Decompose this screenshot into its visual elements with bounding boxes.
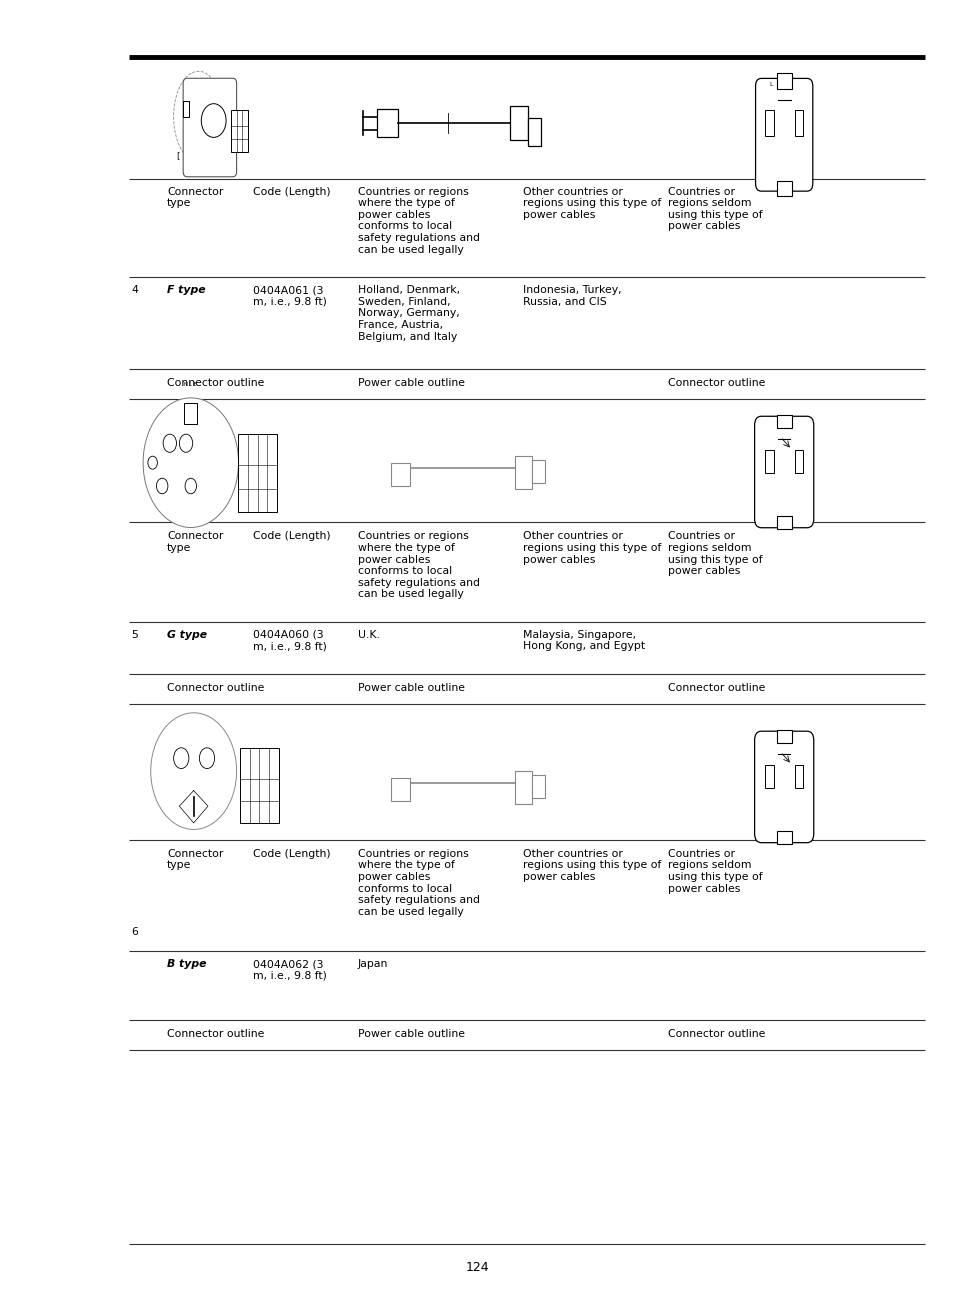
Circle shape xyxy=(148,456,157,469)
Text: Countries or regions
where the type of
power cables
conforms to local
safety reg: Countries or regions where the type of p… xyxy=(357,849,479,916)
Bar xyxy=(515,771,532,804)
Text: Other countries or
regions using this type of
power cables: Other countries or regions using this ty… xyxy=(522,187,660,220)
Text: G type: G type xyxy=(167,630,207,640)
Text: 124: 124 xyxy=(465,1261,488,1274)
Text: Other countries or
regions using this type of
power cables: Other countries or regions using this ty… xyxy=(522,849,660,883)
Text: Countries or regions
where the type of
power cables
conforms to local
safety reg: Countries or regions where the type of p… xyxy=(357,531,479,599)
Text: Connector
type: Connector type xyxy=(167,187,223,209)
Bar xyxy=(764,450,773,473)
Text: Power cable outline: Power cable outline xyxy=(357,1029,464,1039)
Bar xyxy=(794,765,802,788)
Bar xyxy=(776,516,791,529)
Bar xyxy=(527,118,540,146)
Text: Malaysia, Singapore,
Hong Kong, and Egypt: Malaysia, Singapore, Hong Kong, and Egyp… xyxy=(522,630,644,652)
Text: N L E: N L E xyxy=(184,382,197,388)
Bar xyxy=(532,460,544,483)
FancyBboxPatch shape xyxy=(755,78,812,191)
Circle shape xyxy=(163,434,176,452)
FancyBboxPatch shape xyxy=(754,731,813,842)
Text: 0404A060 (3
m, i.e., 9.8 ft): 0404A060 (3 m, i.e., 9.8 ft) xyxy=(253,630,326,652)
Text: L: L xyxy=(768,82,772,87)
Text: Connector outline: Connector outline xyxy=(167,378,264,389)
Text: Power cable outline: Power cable outline xyxy=(357,683,464,693)
Bar xyxy=(776,415,791,428)
FancyBboxPatch shape xyxy=(183,78,236,176)
Text: U.K.: U.K. xyxy=(357,630,379,640)
Bar xyxy=(776,730,791,743)
Bar xyxy=(376,109,397,137)
Circle shape xyxy=(199,748,214,769)
Circle shape xyxy=(156,478,168,494)
Text: 5: 5 xyxy=(132,630,138,640)
Text: 6: 6 xyxy=(132,927,138,937)
Text: Countries or regions
where the type of
power cables
conforms to local
safety reg: Countries or regions where the type of p… xyxy=(357,187,479,254)
Circle shape xyxy=(185,478,196,494)
Text: B type: B type xyxy=(167,959,206,969)
Bar xyxy=(764,110,773,136)
Circle shape xyxy=(201,104,226,137)
Bar xyxy=(794,450,802,473)
Text: Connector outline: Connector outline xyxy=(167,1029,264,1039)
FancyBboxPatch shape xyxy=(754,416,813,527)
Circle shape xyxy=(151,713,236,829)
Bar xyxy=(510,106,527,140)
Bar xyxy=(794,110,802,136)
Text: Code (Length): Code (Length) xyxy=(253,531,330,542)
Bar xyxy=(391,778,410,801)
Text: Code (Length): Code (Length) xyxy=(253,849,330,859)
Text: Code (Length): Code (Length) xyxy=(253,187,330,197)
Bar xyxy=(183,101,189,117)
Bar xyxy=(515,456,532,489)
Text: Countries or
regions seldom
using this type of
power cables: Countries or regions seldom using this t… xyxy=(667,531,761,577)
Text: Connector outline: Connector outline xyxy=(667,1029,764,1039)
Bar xyxy=(776,831,791,844)
Bar xyxy=(231,110,248,152)
Text: 0404A061 (3
m, i.e., 9.8 ft): 0404A061 (3 m, i.e., 9.8 ft) xyxy=(253,285,326,307)
Text: Other countries or
regions using this type of
power cables: Other countries or regions using this ty… xyxy=(522,531,660,565)
Text: Holland, Denmark,
Sweden, Finland,
Norway, Germany,
France, Austria,
Belgium, an: Holland, Denmark, Sweden, Finland, Norwa… xyxy=(357,285,459,342)
Text: 0404A062 (3
m, i.e., 9.8 ft): 0404A062 (3 m, i.e., 9.8 ft) xyxy=(253,959,326,981)
Text: 4: 4 xyxy=(132,285,138,295)
Bar xyxy=(532,775,544,798)
Bar xyxy=(391,463,410,486)
Text: Connector outline: Connector outline xyxy=(167,683,264,693)
Bar xyxy=(240,748,278,823)
Text: Countries or
regions seldom
using this type of
power cables: Countries or regions seldom using this t… xyxy=(667,187,761,232)
Text: Connector outline: Connector outline xyxy=(667,378,764,389)
Text: Indonesia, Turkey,
Russia, and CIS: Indonesia, Turkey, Russia, and CIS xyxy=(522,285,620,307)
Text: Connector
type: Connector type xyxy=(167,531,223,553)
Bar xyxy=(184,403,197,424)
Text: Power cable outline: Power cable outline xyxy=(357,378,464,389)
Bar xyxy=(764,765,773,788)
Bar xyxy=(776,74,791,89)
Bar xyxy=(238,434,276,512)
Text: F type: F type xyxy=(167,285,205,295)
Circle shape xyxy=(173,748,189,769)
Text: Connector
type: Connector type xyxy=(167,849,223,871)
Bar xyxy=(776,181,791,197)
Circle shape xyxy=(143,398,238,527)
Circle shape xyxy=(179,434,193,452)
Text: Connector outline: Connector outline xyxy=(667,683,764,693)
Text: Japan: Japan xyxy=(357,959,388,969)
Text: [: [ xyxy=(175,152,179,159)
Text: Countries or
regions seldom
using this type of
power cables: Countries or regions seldom using this t… xyxy=(667,849,761,894)
